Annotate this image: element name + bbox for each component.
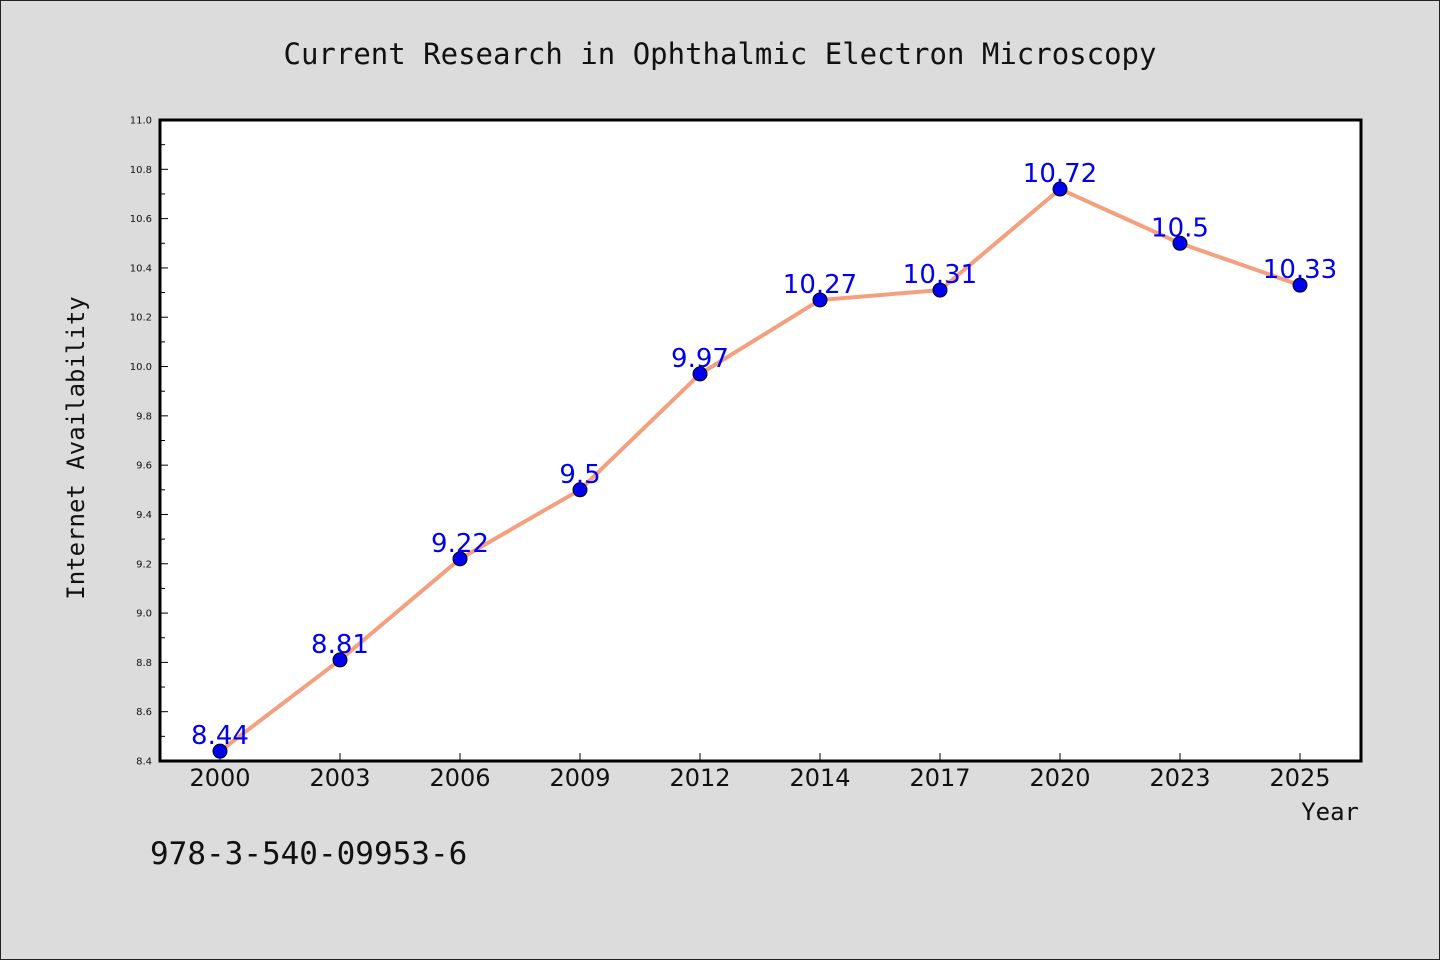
y-tick-label: 9.6 [136,461,152,472]
x-tick-label: 2003 [309,764,370,792]
data-point-marker [452,551,468,567]
y-tick-label: 10.2 [130,313,152,324]
x-tick-label: 2023 [1149,764,1210,792]
y-tick-label: 11.0 [130,116,152,127]
series-line-group: 8.44 8.81 9.22 9.5 9.97 10.27 10.31 10.72 10.5 10… [191,159,1337,759]
chart-title: Current Research in Ophthalmic Electron … [284,37,1157,71]
data-point-marker [1052,181,1068,197]
data-point-marker [212,743,228,759]
y-tick-label: 10.0 [130,362,152,373]
data-label: 9.22 [431,529,489,559]
y-tick-label: 8.6 [136,707,152,718]
x-axis-label: Year [1301,798,1359,826]
x-tick-label: 2012 [669,764,730,792]
x-tick-label: 2025 [1269,764,1330,792]
y-tick-label: 9.2 [136,559,152,570]
isbn-footnote: 978-3-540-09953-6 [150,836,467,872]
data-label: 10.72 [1023,159,1097,189]
series-line [218,187,1302,754]
y-tick-label: 10.8 [130,165,152,176]
x-tick-label: 2006 [429,764,490,792]
data-label: 9.97 [671,344,729,374]
data-point-marker [692,366,708,382]
x-tick-label: 2000 [189,764,250,792]
y-tick-label: 9.4 [136,510,152,521]
x-tick-label: 2017 [909,764,970,792]
data-point-marker [572,482,588,498]
y-tick-label: 8.4 [136,757,152,768]
data-label: 8.44 [191,721,249,751]
data-label: 10.31 [903,260,977,290]
y-tick-label: 10.4 [130,263,152,274]
y-tick-label: 10.6 [130,214,152,225]
y-axis-label: Internet Availability [62,296,90,599]
data-point-marker [932,282,948,298]
x-tick-label: 2009 [549,764,610,792]
plot-frame [158,118,1363,763]
data-label: 9.5 [559,460,600,490]
y-tick-label: 9.8 [136,411,152,422]
data-label: 10.33 [1263,255,1337,285]
data-point-marker [1172,235,1188,251]
data-point-marker [332,652,348,668]
y-tick-label: 8.8 [136,658,152,669]
plot-area [160,120,1361,761]
data-label: 10.27 [783,270,857,300]
data-point-marker [812,292,828,308]
x-tick-label: 2020 [1029,764,1090,792]
x-axis: 2000 2003 2006 2009 2012 2014 2017 2020 2023 2025 [189,753,1331,792]
data-label: 10.5 [1151,213,1209,243]
data-label: 8.81 [311,630,369,660]
data-point-marker [1292,277,1308,293]
y-tick-label: 9.0 [136,609,152,620]
x-tick-label: 2014 [789,764,850,792]
